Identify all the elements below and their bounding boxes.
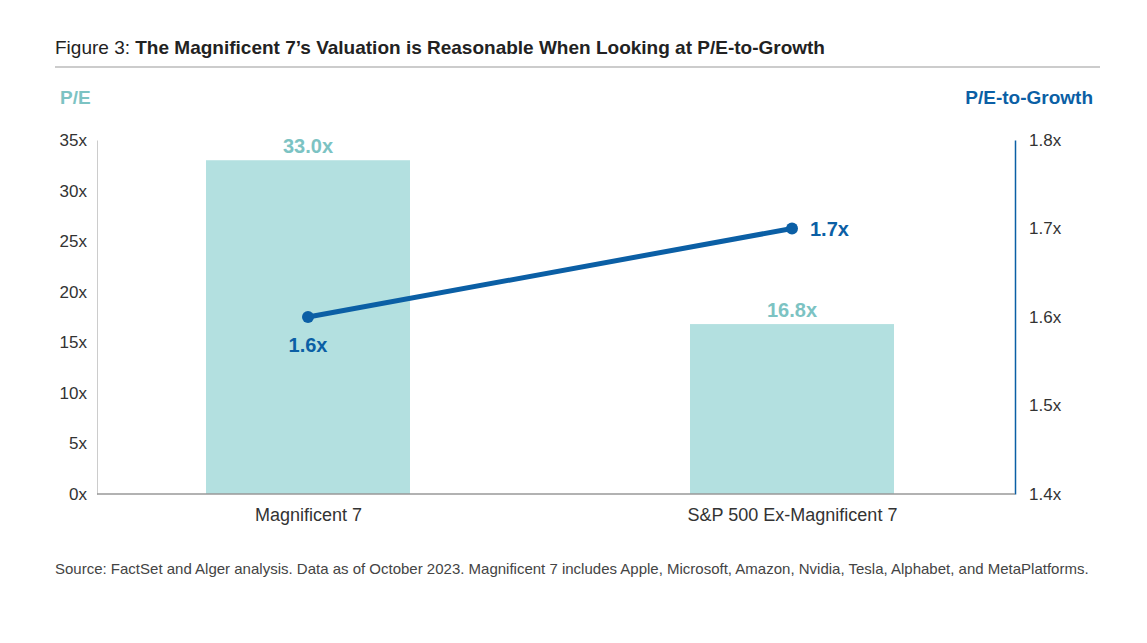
tick: 35x [60, 131, 97, 150]
tick: S&P 500 Ex-Magnificent 7 [688, 505, 898, 525]
tick-label: 5x [69, 434, 87, 453]
data-label: 1.7x [810, 218, 849, 240]
line [308, 229, 792, 318]
tick-label: 1.8x [1029, 131, 1062, 150]
tick-label: 1.7x [1029, 219, 1062, 238]
tick: 1.5x [1015, 396, 1062, 415]
marker [302, 311, 314, 323]
title: Figure 3: The Magnificent 7’s Valuation … [55, 37, 825, 58]
chart: Figure 3: The Magnificent 7’s Valuation … [0, 0, 1147, 643]
tick-label: 1.6x [1029, 308, 1062, 327]
tick-label: 35x [60, 131, 88, 150]
y2-axis: 1.4x 1.5x 1.6x 1.7x 1.8x [1015, 131, 1062, 504]
tick: 30x [60, 182, 97, 201]
y-axis-title: P/E [60, 87, 91, 108]
data-label: 16.8x [767, 299, 817, 321]
tick-label: S&P 500 Ex-Magnificent 7 [688, 505, 898, 525]
x-axis: Magnificent 7 S&P 500 Ex-Magnificent 7 [97, 494, 1015, 525]
tick-label: 20x [60, 283, 88, 302]
tick: 10x [60, 384, 97, 403]
tick: Magnificent 7 [255, 505, 362, 525]
tick-label: 0x [69, 485, 87, 504]
axis-line [97, 493, 1015, 495]
axis-line [97, 141, 98, 495]
y-axis: 0x 5x 10x 15x 20x 25x 30x 35x [60, 131, 98, 504]
marker [786, 223, 798, 235]
source-note: Source: FactSet and Alger analysis. Data… [55, 560, 1089, 577]
bar [206, 160, 410, 494]
tick-label: 30x [60, 182, 88, 201]
tick-label: 1.4x [1029, 485, 1062, 504]
tick-label: 1.5x [1029, 396, 1062, 415]
tick-label: Magnificent 7 [255, 505, 362, 525]
tick: 0x [69, 485, 97, 504]
y2-axis-title: P/E-to-Growth [965, 87, 1093, 108]
tick-label: 25x [60, 232, 88, 251]
axis-line [1015, 141, 1017, 495]
tick: 15x [60, 333, 97, 352]
tick: 1.7x [1015, 219, 1062, 238]
tick-label: 15x [60, 333, 88, 352]
data-label: 33.0x [283, 135, 333, 157]
tick: 5x [69, 434, 97, 453]
tick: 1.8x [1015, 131, 1062, 150]
bar [690, 324, 894, 494]
tick: 1.4x [1015, 485, 1062, 504]
plot-area [206, 160, 894, 494]
tick: 1.6x [1015, 308, 1062, 327]
title-rule [55, 67, 1100, 68]
data-label: 1.6x [289, 334, 328, 356]
tick: 25x [60, 232, 97, 251]
tick: 20x [60, 283, 97, 302]
tick-label: 10x [60, 384, 88, 403]
